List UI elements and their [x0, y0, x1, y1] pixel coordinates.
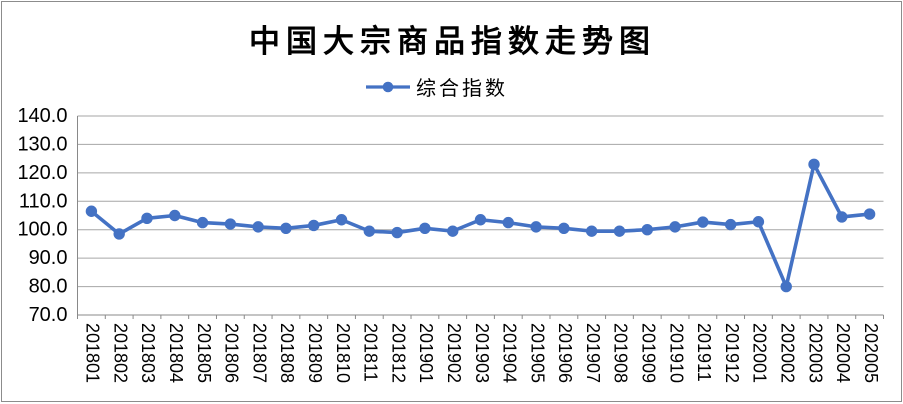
svg-text:201801: 201801: [83, 323, 103, 383]
svg-text:201911: 201911: [694, 323, 714, 382]
svg-text:90.0: 90.0: [29, 247, 68, 269]
svg-text:201906: 201906: [555, 323, 575, 383]
svg-text:201902: 201902: [444, 323, 464, 383]
svg-text:80.0: 80.0: [29, 276, 68, 298]
svg-text:201903: 201903: [472, 323, 492, 383]
svg-text:201804: 201804: [166, 323, 186, 383]
svg-text:201912: 201912: [722, 323, 742, 383]
svg-text:100.0: 100.0: [17, 219, 67, 241]
svg-text:130.0: 130.0: [17, 133, 67, 155]
svg-text:201802: 201802: [110, 323, 130, 383]
svg-text:201907: 201907: [583, 323, 603, 383]
svg-text:201910: 201910: [666, 323, 686, 383]
svg-text:201807: 201807: [249, 323, 269, 383]
svg-text:201909: 201909: [639, 323, 659, 383]
svg-text:201810: 201810: [333, 323, 353, 383]
svg-text:201901: 201901: [416, 323, 436, 383]
svg-text:202001: 202001: [750, 323, 770, 383]
svg-text:70.0: 70.0: [29, 304, 68, 326]
svg-text:120.0: 120.0: [17, 162, 67, 184]
svg-text:201809: 201809: [305, 323, 325, 383]
svg-text:201805: 201805: [194, 323, 214, 383]
svg-text:202004: 202004: [833, 323, 853, 383]
svg-text:201803: 201803: [138, 323, 158, 383]
svg-text:201812: 201812: [388, 323, 408, 383]
svg-text:110.0: 110.0: [19, 190, 68, 212]
svg-text:201811: 201811: [361, 323, 381, 382]
svg-text:201806: 201806: [222, 323, 242, 383]
svg-text:201905: 201905: [527, 323, 547, 383]
svg-text:140.0: 140.0: [17, 105, 67, 127]
svg-text:202005: 202005: [861, 323, 881, 383]
svg-text:201904: 201904: [500, 323, 520, 383]
svg-text:202003: 202003: [805, 323, 825, 383]
svg-text:201808: 201808: [277, 323, 297, 383]
svg-text:202002: 202002: [777, 323, 797, 383]
svg-text:201908: 201908: [611, 323, 631, 383]
